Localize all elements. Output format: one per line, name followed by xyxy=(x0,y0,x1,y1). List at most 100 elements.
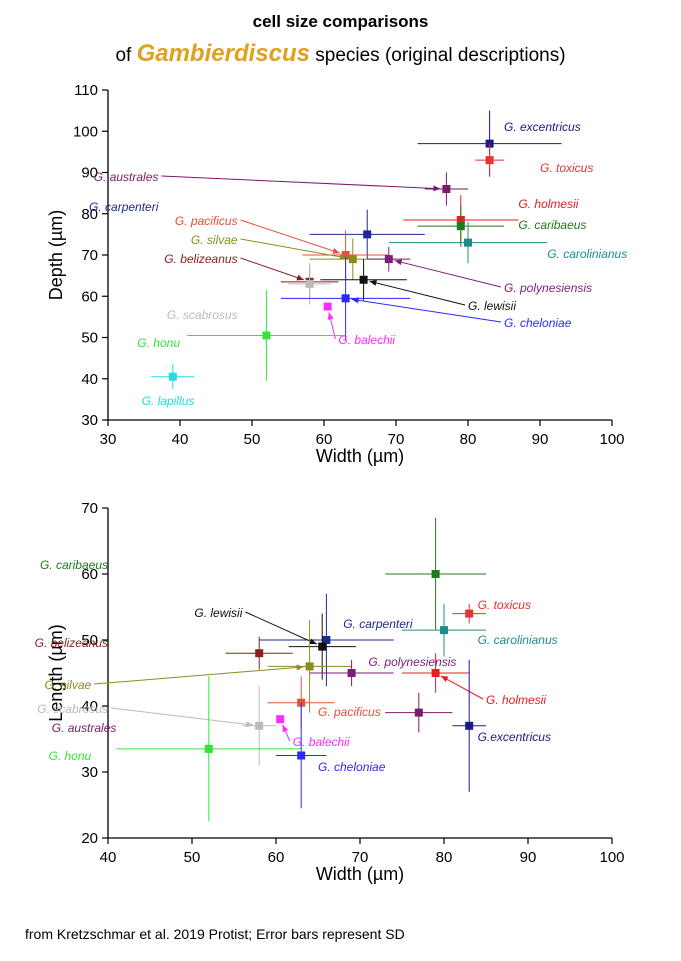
point-g-toxicus: G. toxicus xyxy=(452,598,531,624)
y-axis-label: Length (µm) xyxy=(46,624,66,721)
species-label: G. honu xyxy=(48,749,91,763)
data-marker xyxy=(318,642,327,651)
data-marker xyxy=(347,669,356,677)
label-arrowhead xyxy=(282,724,289,733)
x-tick-label: 40 xyxy=(100,849,117,866)
species-label: G. cheloniae xyxy=(504,316,572,330)
y-tick-label: 70 xyxy=(81,500,98,517)
y-tick-label: 50 xyxy=(81,330,98,347)
label-arrowhead xyxy=(296,664,304,671)
species-label: G. australes xyxy=(94,170,159,184)
point-g-cheloniae: G. cheloniae xyxy=(280,257,572,340)
point-g-balechii: G. balechii xyxy=(276,715,350,749)
point-g-balechii: G. balechii xyxy=(323,302,395,347)
label-arrow xyxy=(240,219,341,254)
species-label: G. silvae xyxy=(191,233,238,247)
point-g-pacificus: G. pacificus xyxy=(175,214,389,280)
species-label: G. australes xyxy=(52,721,117,735)
label-arrow xyxy=(245,611,317,645)
subtitle-suffix: species (original descriptions) xyxy=(309,45,566,66)
label-arrow xyxy=(161,175,441,190)
label-arrowhead xyxy=(332,248,340,254)
point-g-carolinianus: G. carolinianus xyxy=(388,222,627,264)
x-tick-label: 60 xyxy=(268,849,285,866)
label-arrowhead xyxy=(339,253,347,260)
y-tick-label: 30 xyxy=(81,412,98,429)
x-tick-label: 40 xyxy=(172,431,189,448)
data-marker xyxy=(255,649,264,658)
data-marker xyxy=(276,715,285,724)
y-tick-label: 60 xyxy=(81,566,98,583)
label-arrow xyxy=(240,257,305,281)
point-g-polynesiensis: G. polynesiensis xyxy=(309,655,456,687)
data-marker xyxy=(168,372,177,381)
y-tick-label: 20 xyxy=(81,830,98,847)
point-g-lapillus: G. lapillus xyxy=(142,364,195,408)
y-axis-label: Depth (µm) xyxy=(46,210,66,300)
x-tick-label: 90 xyxy=(520,849,537,866)
point-g-carpenteri: G. carpenteri xyxy=(259,593,413,687)
data-marker xyxy=(341,294,350,303)
species-label: G. balechii xyxy=(338,333,395,347)
label-arrow xyxy=(94,666,304,685)
data-marker xyxy=(305,279,314,288)
label-arrowhead xyxy=(245,721,254,728)
x-tick-label: 60 xyxy=(316,431,333,448)
point-g-holmesii: G. holmesii xyxy=(402,653,546,707)
data-marker xyxy=(262,331,271,340)
species-label: G. excentricus xyxy=(504,120,581,134)
species-label: G.excentricus xyxy=(478,730,551,744)
data-marker xyxy=(456,222,465,231)
species-label: G. scabrosus xyxy=(167,308,238,322)
x-tick-label: 50 xyxy=(244,431,261,448)
species-label: G. caribaeus xyxy=(40,558,108,572)
data-marker xyxy=(348,255,357,264)
label-arrowhead xyxy=(327,312,334,320)
point-g-scabrosus: G. scabrosus xyxy=(37,686,276,766)
y-tick-label: 100 xyxy=(73,123,98,140)
point-g-australes: G. australes xyxy=(94,170,468,206)
species-label: G. pacificus xyxy=(175,214,238,228)
species-label: G. polynesiensis xyxy=(504,281,592,295)
data-marker xyxy=(255,721,264,730)
x-tick-label: 70 xyxy=(352,849,369,866)
point-g-excentricus: G.excentricus xyxy=(452,659,551,792)
label-arrowhead xyxy=(394,259,403,266)
data-marker xyxy=(341,251,350,259)
data-marker xyxy=(485,156,494,165)
chart-title: cell size comparisons xyxy=(252,12,429,31)
point-g-scabrosus: G. scabrosus xyxy=(167,263,332,322)
data-marker xyxy=(431,669,440,677)
point-g-caribaeus: G. caribaeus xyxy=(40,517,486,631)
species-label: G. belizeanus xyxy=(164,252,237,266)
label-arrowhead xyxy=(440,675,449,682)
point-g-carpenteri: G. carpenteri xyxy=(89,200,425,260)
y-tick-label: 90 xyxy=(81,165,98,182)
point-g-caribaeus: G. caribaeus xyxy=(417,205,586,247)
species-label: G. carpenteri xyxy=(89,200,159,214)
label-arrowhead xyxy=(351,297,359,304)
point-g-honu: G. honu xyxy=(137,290,346,381)
data-marker xyxy=(440,626,448,635)
subtitle-prefix: of xyxy=(115,45,137,66)
species-label: G. cheloniae xyxy=(318,760,386,774)
label-arrow xyxy=(351,298,502,323)
data-marker xyxy=(414,708,423,717)
x-tick-label: 80 xyxy=(460,431,477,448)
point-g-australes: G. australes xyxy=(52,692,453,735)
species-label: G. toxicus xyxy=(478,598,531,612)
species-label: G. lapillus xyxy=(142,394,195,408)
chart-1: 30 40 50 60 70 80 90 100 30 40 50 60 70 80 90 100 110 Wid… xyxy=(46,82,627,466)
y-tick-label: 30 xyxy=(81,764,98,781)
species-label: G. scabrosus xyxy=(37,702,108,716)
y-tick-label: 40 xyxy=(81,698,98,715)
y-tick-label: 110 xyxy=(74,82,98,99)
data-marker xyxy=(297,751,306,760)
species-label: G. polynesiensis xyxy=(368,655,456,669)
species-label: G. holmesii xyxy=(518,197,578,211)
point-g-lewisii: G. lewisii xyxy=(320,259,516,313)
label-arrow xyxy=(369,280,466,306)
data-marker xyxy=(464,238,472,247)
